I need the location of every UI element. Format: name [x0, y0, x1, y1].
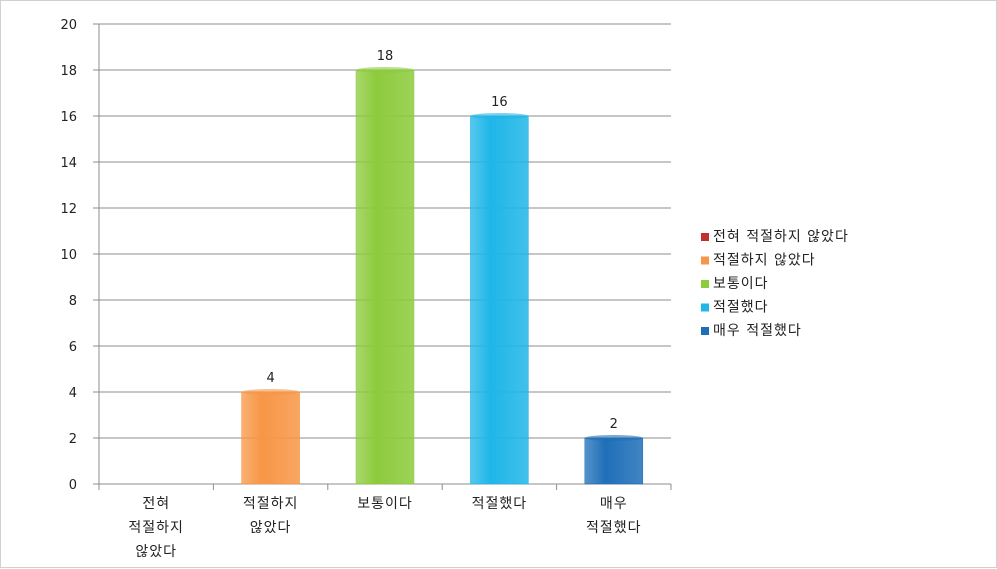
bar	[355, 69, 415, 485]
data-label: 18	[377, 49, 394, 64]
y-tick-label: 8	[69, 294, 77, 309]
bar-cap	[356, 67, 414, 73]
x-tick-label: 보통이다	[357, 496, 413, 512]
data-labels: 4 18 16 2	[266, 49, 617, 432]
y-tick-labels: 0 2 4 6 8 10 12 14 16 18 20	[60, 18, 77, 493]
y-tick-label: 20	[60, 18, 77, 33]
bar-cap	[241, 389, 300, 395]
y-tick-label: 4	[69, 386, 77, 401]
legend-swatch	[701, 327, 709, 335]
legend-item-label: 적절하지 않았다	[713, 253, 816, 269]
y-tick-label: 14	[60, 156, 77, 171]
x-tick-label: 적절했다	[472, 496, 528, 512]
bar	[470, 115, 529, 485]
bar	[584, 437, 644, 485]
legend-swatch	[701, 233, 709, 241]
y-tick-label: 2	[69, 432, 77, 447]
legend-swatch	[701, 280, 709, 288]
x-tick-label: 적절하지	[128, 520, 184, 536]
legend-swatch	[701, 256, 709, 265]
x-tick-label: 적절하지	[243, 496, 299, 512]
bar	[241, 391, 300, 485]
x-tick-label: 않았다	[250, 520, 292, 536]
bar-cap	[584, 435, 643, 441]
legend-swatch	[701, 303, 709, 312]
legend-item-label: 적절했다	[713, 300, 769, 316]
y-tick-label: 10	[60, 248, 77, 263]
y-tick-label: 6	[69, 340, 77, 355]
bars	[241, 67, 644, 485]
x-tick-label: 적절했다	[586, 520, 642, 536]
legend-item-label: 보통이다	[713, 276, 769, 292]
y-tick-label: 16	[60, 110, 77, 125]
y-tick-label: 12	[60, 202, 77, 217]
data-label: 2	[610, 417, 618, 432]
legend-item-label: 전혀 적절하지 않았다	[713, 229, 849, 245]
x-tick-label: 않았다	[135, 544, 177, 560]
bar-cap	[470, 113, 529, 119]
data-label: 4	[266, 371, 274, 386]
data-label: 16	[491, 95, 508, 110]
y-tick-label: 0	[69, 478, 77, 493]
y-tick-label: 18	[60, 64, 77, 79]
legend-item-label: 매우 적절했다	[713, 323, 802, 339]
x-tick-label: 매우	[600, 496, 628, 512]
x-tick-label: 전혀	[142, 496, 170, 512]
